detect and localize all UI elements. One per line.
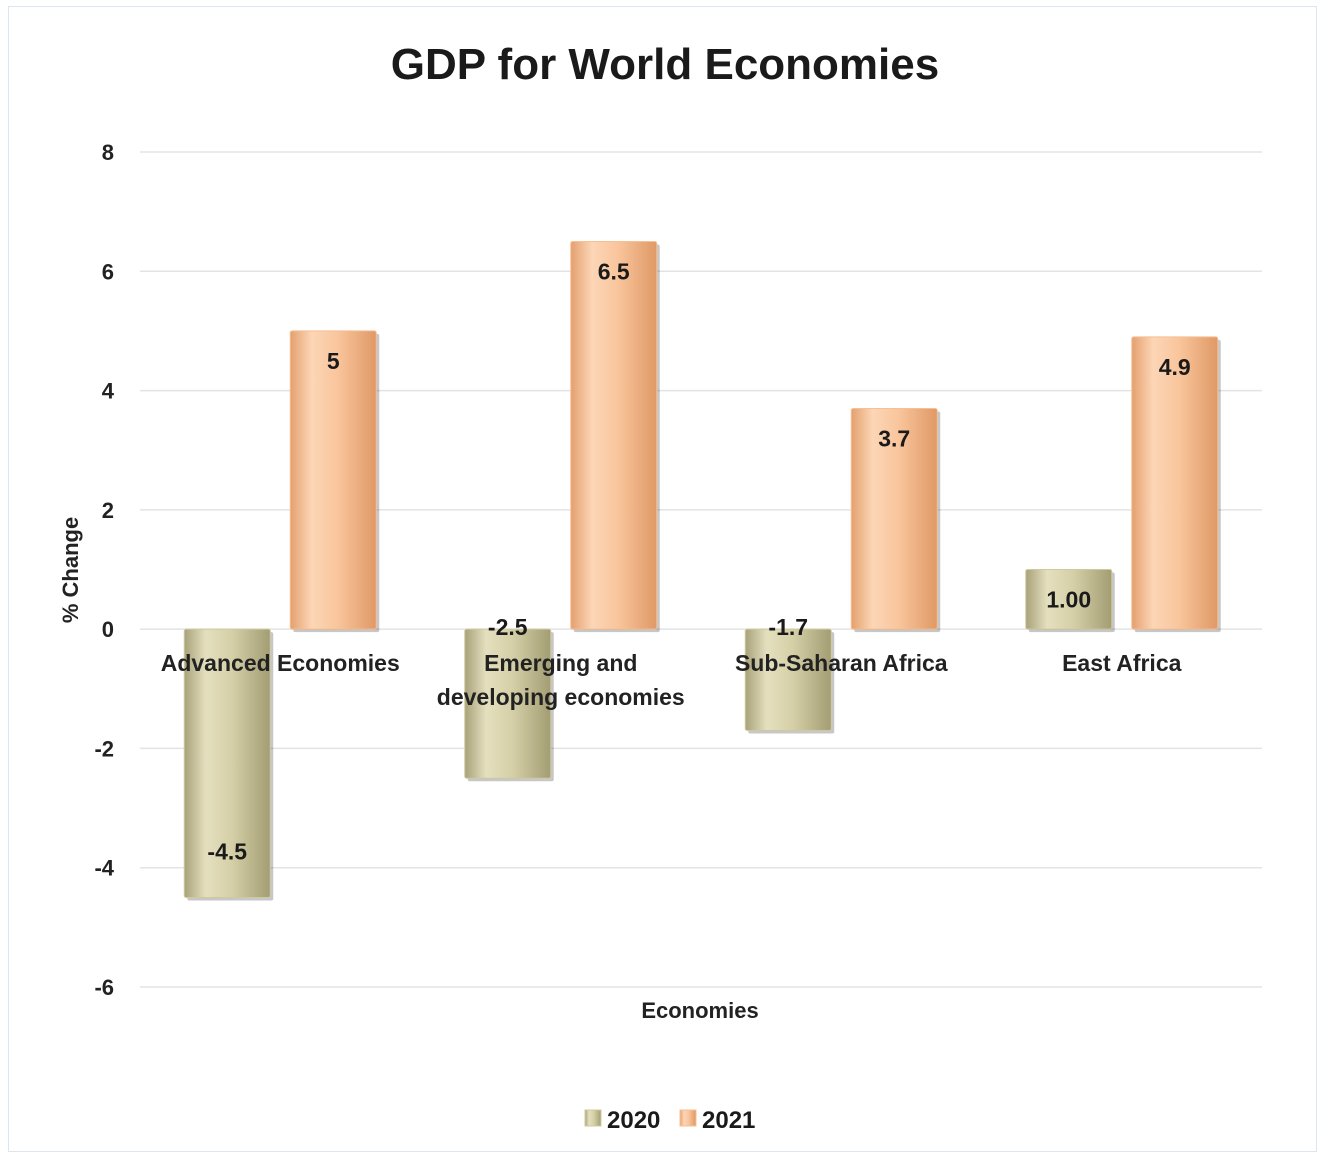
data-label: 3.7 [878,425,910,451]
bar-2020-2 [744,628,835,734]
data-label: -4.5 [207,839,247,865]
y-tick-label: -4 [94,856,114,881]
category-label: developing economies [437,684,685,710]
legend-swatch-2021 [679,1109,697,1127]
legend-label-2020: 2020 [607,1107,660,1134]
bar-2020-1 [464,628,554,782]
category-label: East Africa [1062,650,1182,676]
bar [464,628,552,779]
x-axis-label: Economies [641,998,758,1023]
data-label: 6.5 [598,258,630,284]
bar-2021-3 [1131,336,1221,633]
bar [289,330,377,630]
y-tick-label: 6 [102,259,114,284]
bar [183,628,271,899]
bar-2021-1 [570,240,660,633]
category-labels: Advanced Economies Emerging and developing… [161,650,1182,710]
legend-label-2021: 2021 [702,1107,755,1134]
y-axis-ticks: 8 6 4 2 0 -2 -4 -6 [94,140,114,1000]
bar-2020-3 [1025,569,1115,633]
data-label: 5 [327,348,340,374]
y-tick-label: -2 [94,736,114,761]
y-tick-label: 8 [102,140,114,165]
y-tick-label: 0 [102,617,114,642]
bar [850,407,938,630]
data-labels: -4.5 5 -2.5 6.5 -1.7 3.7 1.00 4.9 [207,258,1190,864]
legend: 2020 2021 [584,1107,755,1134]
bar [1025,569,1113,630]
y-tick-label: 4 [102,379,115,404]
bar [570,240,658,630]
y-axis-label: % Change [58,517,83,623]
bar-2021-0 [289,330,380,633]
y-tick-label: 2 [102,498,114,523]
bars [183,240,1221,901]
legend-swatch-2020 [584,1109,602,1127]
chart-title: GDP for World Economies [391,40,939,89]
category-label: Advanced Economies [161,650,400,676]
bar [1131,336,1219,630]
data-label: -1.7 [768,614,808,640]
category-label: Sub-Saharan Africa [735,650,948,676]
bar-2021-2 [850,407,941,633]
data-label: -2.5 [488,614,528,640]
bar [744,628,832,732]
data-label: 1.00 [1046,587,1091,613]
bar-2020-0 [183,628,274,901]
category-label: Emerging and [484,650,637,676]
y-tick-label: -6 [94,975,114,1000]
data-label: 4.9 [1159,354,1191,380]
